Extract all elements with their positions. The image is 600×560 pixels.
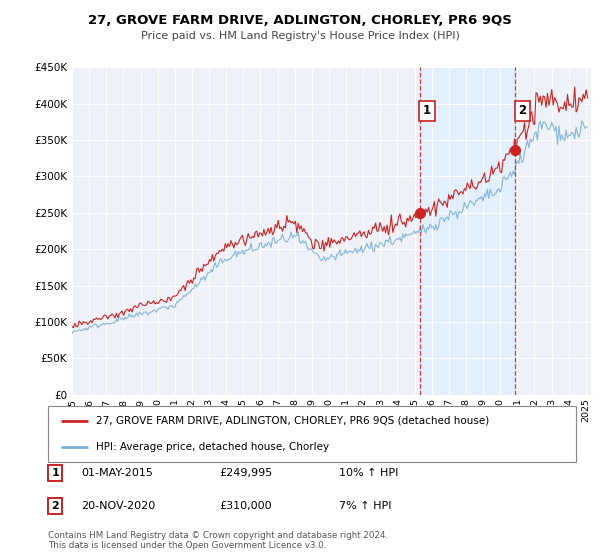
Text: 01-MAY-2015: 01-MAY-2015 (81, 468, 153, 478)
Text: HPI: Average price, detached house, Chorley: HPI: Average price, detached house, Chor… (95, 442, 329, 452)
Text: Contains HM Land Registry data © Crown copyright and database right 2024.
This d: Contains HM Land Registry data © Crown c… (48, 530, 388, 550)
Text: 1: 1 (423, 104, 431, 118)
Text: 1: 1 (52, 468, 59, 478)
Bar (420, 67, 515, 395)
Text: 27, GROVE FARM DRIVE, ADLINGTON, CHORLEY, PR6 9QS: 27, GROVE FARM DRIVE, ADLINGTON, CHORLEY… (88, 14, 512, 27)
FancyBboxPatch shape (48, 406, 576, 462)
Text: 20-NOV-2020: 20-NOV-2020 (81, 501, 155, 511)
Text: 2: 2 (518, 104, 526, 118)
Text: Price paid vs. HM Land Registry's House Price Index (HPI): Price paid vs. HM Land Registry's House … (140, 31, 460, 41)
Text: 27, GROVE FARM DRIVE, ADLINGTON, CHORLEY, PR6 9QS (detached house): 27, GROVE FARM DRIVE, ADLINGTON, CHORLEY… (95, 416, 489, 426)
Text: 7% ↑ HPI: 7% ↑ HPI (339, 501, 391, 511)
Text: £310,000: £310,000 (219, 501, 272, 511)
Text: 10% ↑ HPI: 10% ↑ HPI (339, 468, 398, 478)
Text: £249,995: £249,995 (219, 468, 272, 478)
Text: 2: 2 (52, 501, 59, 511)
